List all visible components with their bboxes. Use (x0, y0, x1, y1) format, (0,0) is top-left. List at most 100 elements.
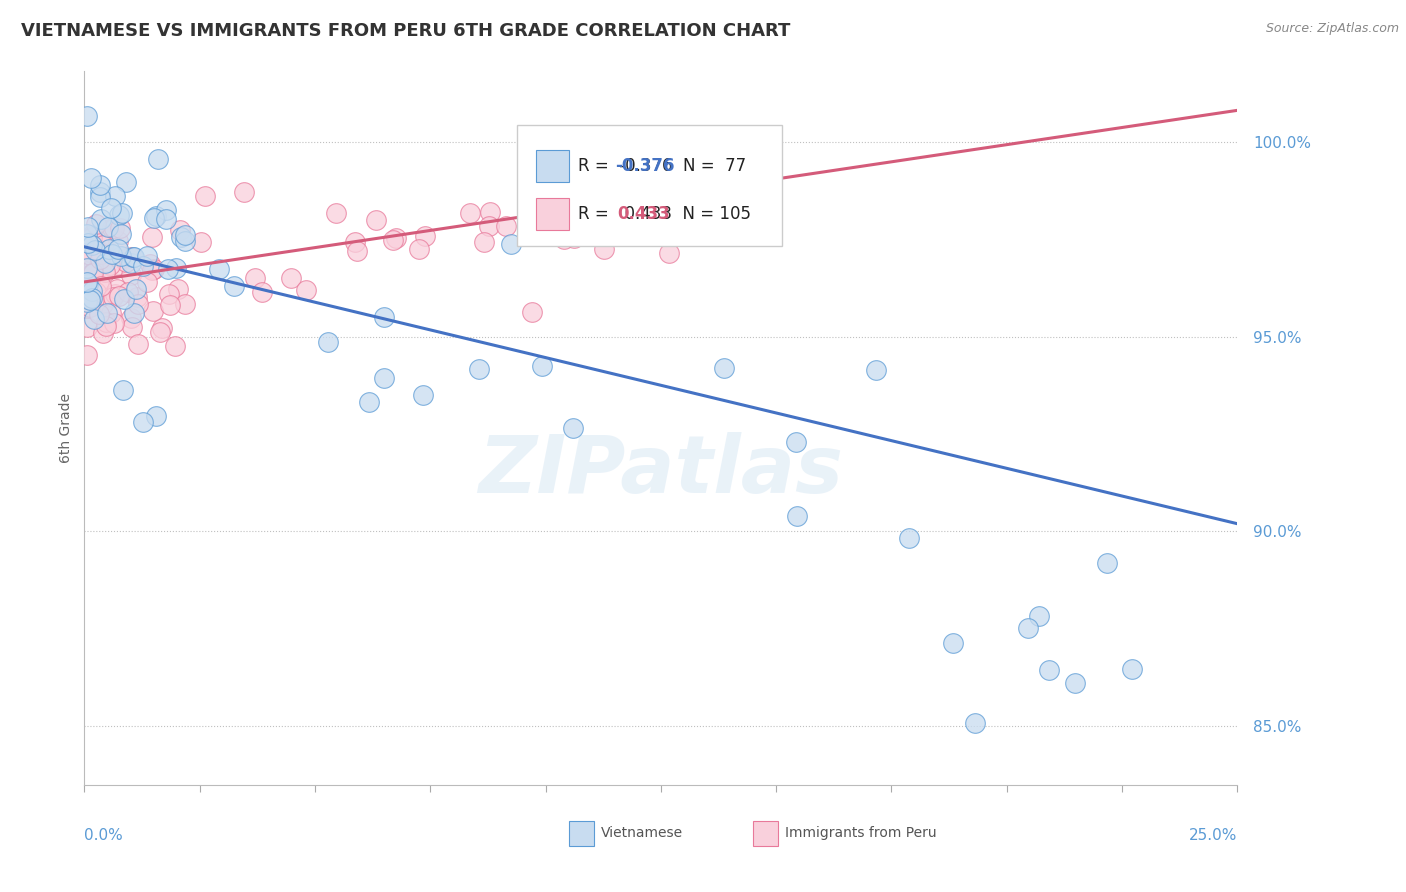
Point (145, 409, 167, 423)
Point (143, 262, 166, 277)
Point (90, 279, 112, 293)
Point (141, 229, 163, 244)
Point (157, 287, 180, 301)
Point (112, 383, 135, 397)
Point (561, 420, 583, 434)
Point (136, 275, 159, 289)
Point (76, 320, 98, 334)
Point (609, 191, 631, 205)
Point (110, 249, 132, 263)
Point (373, 371, 395, 385)
Point (174, 234, 197, 248)
Point (76, 277, 98, 291)
Point (132, 415, 155, 429)
Point (98, 258, 121, 272)
Point (120, 255, 142, 269)
Point (136, 249, 159, 263)
Point (76, 261, 98, 276)
Point (104, 287, 127, 301)
Y-axis label: 6th Grade: 6th Grade (59, 393, 73, 463)
Text: 0.433: 0.433 (617, 205, 669, 223)
Point (79, 252, 101, 266)
Point (76, 227, 98, 241)
Point (108, 289, 131, 303)
Point (103, 221, 125, 235)
Point (84, 217, 107, 231)
Point (80, 227, 103, 242)
Point (82, 292, 104, 306)
Point (145, 209, 167, 223)
Text: VIETNAMESE VS IMMIGRANTS FROM PERU 6TH GRADE CORRELATION CHART: VIETNAMESE VS IMMIGRANTS FROM PERU 6TH G… (21, 22, 790, 40)
Point (122, 250, 145, 264)
Point (107, 242, 129, 256)
Point (412, 388, 434, 402)
Point (101, 290, 124, 304)
Point (531, 359, 554, 374)
Point (553, 232, 575, 246)
Point (501, 236, 523, 251)
Point (165, 260, 187, 275)
Point (150, 321, 173, 335)
Point (474, 235, 496, 249)
Point (100, 201, 122, 215)
Point (111, 206, 134, 220)
Point (115, 175, 138, 189)
Point (82, 267, 104, 281)
Point (80, 269, 103, 284)
Text: -0.376: -0.376 (614, 157, 675, 175)
Point (413, 228, 436, 243)
Point (87, 274, 110, 288)
Point (1121, 662, 1143, 676)
Point (658, 245, 681, 260)
Point (174, 228, 197, 243)
Point (167, 282, 190, 296)
Text: Immigrants from Peru: Immigrants from Peru (786, 826, 936, 839)
Point (76, 294, 98, 309)
Point (104, 188, 127, 202)
Point (83, 292, 105, 306)
Point (89, 178, 111, 192)
Point (468, 362, 491, 376)
Point (89, 307, 111, 321)
Point (76, 241, 98, 255)
Point (94, 319, 117, 334)
Point (384, 231, 406, 245)
Point (707, 151, 730, 165)
Point (146, 152, 169, 166)
Point (193, 188, 215, 202)
Text: R =  -0.376  N =  77: R = -0.376 N = 77 (578, 157, 747, 175)
Point (120, 310, 142, 325)
Point (142, 304, 165, 318)
Point (222, 279, 245, 293)
Point (76, 348, 98, 362)
Point (79, 244, 101, 259)
Point (174, 297, 197, 311)
Point (125, 282, 148, 296)
Text: Vietnamese: Vietnamese (600, 826, 683, 839)
Point (98, 227, 121, 242)
Point (122, 305, 145, 319)
Point (80, 284, 103, 298)
Point (77, 236, 100, 251)
Point (157, 261, 180, 276)
Point (91, 297, 114, 311)
Point (115, 254, 138, 268)
Point (127, 337, 149, 351)
Point (80, 266, 103, 280)
FancyBboxPatch shape (517, 125, 782, 246)
Point (83, 312, 105, 326)
Point (593, 242, 616, 256)
Point (555, 145, 578, 160)
Point (94, 256, 117, 270)
Point (520, 305, 543, 319)
Point (120, 250, 142, 264)
Point (325, 206, 347, 220)
Point (898, 532, 921, 546)
Point (121, 319, 143, 334)
Point (141, 262, 163, 277)
Point (190, 235, 212, 250)
Point (83, 244, 105, 258)
Point (79, 293, 101, 307)
Point (250, 285, 273, 300)
Point (76, 277, 98, 292)
